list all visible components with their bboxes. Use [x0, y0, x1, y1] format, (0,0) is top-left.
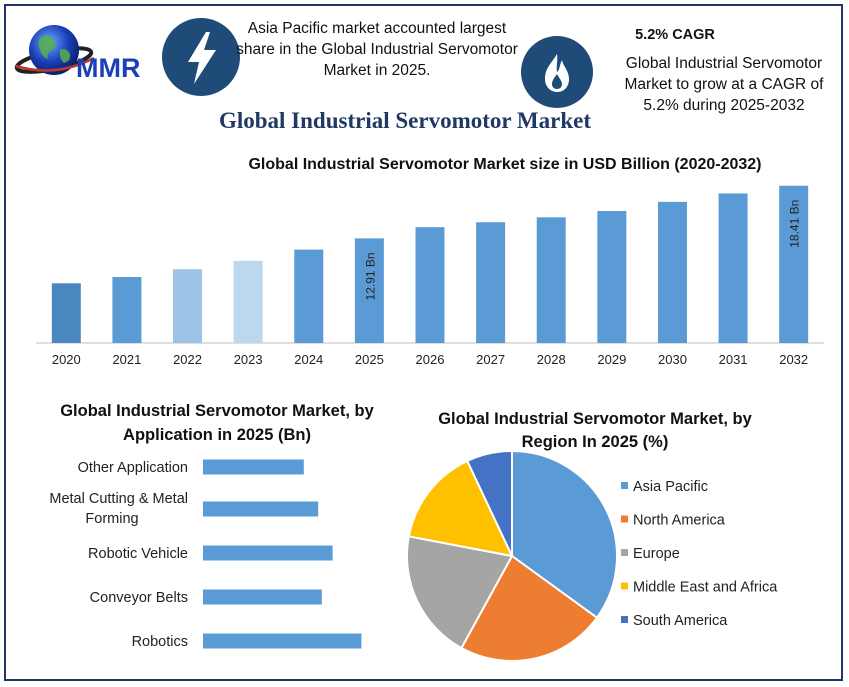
bar-2022	[173, 269, 203, 343]
pie-slice	[460, 554, 599, 662]
application-label: Metal Cutting & Metal Forming	[49, 491, 188, 527]
x-tick-label: 2031	[719, 352, 748, 367]
highlight-text-asia-pacific: Asia Pacific market accounted largest sh…	[236, 20, 518, 79]
application-label: Conveyor Belts	[90, 590, 188, 606]
bar-2027	[476, 222, 506, 343]
bar-2031	[718, 193, 748, 343]
bar-2024	[294, 249, 324, 343]
application-label: Other Application	[78, 460, 188, 476]
application-bar	[203, 633, 362, 649]
lightning-icon	[188, 32, 216, 84]
application-bar	[203, 589, 322, 605]
bar-2030	[657, 201, 687, 343]
legend-swatch	[621, 582, 628, 590]
application-label: Robotics	[132, 634, 188, 650]
legend-label: Middle East and Africa	[633, 580, 778, 596]
highlight-text-cagr: Global Industrial Servomotor Market to g…	[624, 55, 824, 114]
x-tick-label: 2022	[173, 352, 202, 367]
legend-label: South America	[633, 613, 728, 629]
region-chart-title: Global Industrial Servomotor Market, by …	[438, 410, 752, 451]
x-tick-label: 2028	[537, 352, 566, 367]
bar-2029	[597, 211, 627, 343]
legend-label: Europe	[633, 546, 680, 562]
highlight-icon-circle	[521, 36, 593, 108]
legend-swatch	[621, 482, 628, 489]
pie-slice	[406, 535, 514, 650]
legend-label: Asia Pacific	[633, 479, 708, 495]
application-bar	[203, 545, 333, 561]
x-tick-label: 2024	[294, 352, 323, 367]
pie-slice	[407, 459, 514, 558]
globe-logo-icon: MMR	[14, 25, 140, 83]
market-size-bar-chart: 2020 2021 2022 2023 2024 2025 12.91 Bn 2026 2027…	[36, 185, 824, 367]
cagr-title: 5.2% CAGR	[635, 27, 715, 43]
legend-swatch	[621, 549, 628, 556]
application-chart-title: Global Industrial Servomotor Market, by …	[60, 402, 374, 444]
logo-text: MMR	[76, 53, 140, 83]
x-tick-label: 2020	[52, 352, 81, 367]
x-tick-label: 2025	[355, 352, 384, 367]
legend-swatch	[621, 515, 628, 523]
x-tick-label: 2026	[416, 352, 445, 367]
x-tick-label: 2027	[476, 352, 505, 367]
pie-slice	[465, 449, 513, 557]
x-tick-label: 2029	[597, 352, 626, 367]
bar-data-label: 18.41 Bn	[788, 200, 802, 248]
flame-icon	[545, 54, 569, 92]
application-bar-chart: Other Application Metal Cutting & Metal Fo…	[49, 459, 362, 650]
bar-chart-title: Global Industrial Servomotor Market size…	[248, 156, 762, 173]
pie-slice	[511, 449, 618, 620]
x-tick-label: 2023	[234, 352, 263, 367]
x-tick-label: 2021	[112, 352, 141, 367]
application-bar	[203, 459, 304, 475]
x-tick-label: 2032	[779, 352, 808, 367]
x-tick-label: 2030	[658, 352, 687, 367]
application-bar	[203, 501, 319, 517]
legend-swatch	[621, 616, 628, 623]
bar-2025	[354, 238, 384, 343]
bar-2026	[415, 227, 445, 343]
bar-2021	[112, 277, 142, 343]
bar-2032	[779, 185, 809, 343]
legend-label: North America	[633, 513, 726, 529]
bar-data-label: 12.91 Bn	[363, 252, 377, 300]
bar-2023	[233, 260, 263, 343]
region-pie-chart: Asia Pacific North America Europe Middle Ea…	[406, 449, 778, 662]
highlight-icon-circle	[162, 18, 240, 96]
bar-2028	[536, 217, 566, 343]
application-label: Robotic Vehicle	[88, 546, 188, 562]
bar-2020	[51, 283, 81, 343]
main-title: Global Industrial Servomotor Market	[218, 108, 592, 133]
logo: MMR	[14, 20, 159, 84]
